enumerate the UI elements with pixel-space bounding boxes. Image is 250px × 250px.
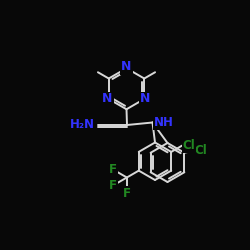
Text: N: N (102, 92, 113, 106)
Text: Cl: Cl (183, 139, 196, 152)
Text: Cl: Cl (195, 144, 207, 157)
Text: NH: NH (154, 116, 174, 129)
Text: N: N (121, 60, 132, 74)
Text: F: F (123, 187, 131, 200)
Text: H₂N: H₂N (70, 118, 95, 132)
Text: F: F (109, 163, 117, 176)
Text: N: N (140, 92, 151, 106)
Text: F: F (109, 179, 117, 192)
